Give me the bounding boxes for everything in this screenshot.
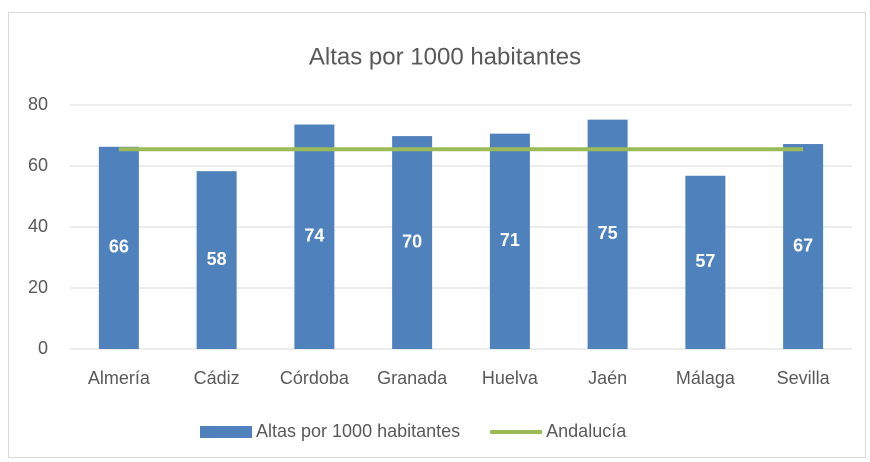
data-label: 71	[500, 230, 520, 250]
x-tick-label: Sevilla	[777, 368, 831, 388]
data-label: 67	[793, 235, 813, 255]
y-tick-label: 40	[28, 216, 48, 236]
x-tick-label: Huelva	[482, 368, 539, 388]
data-label: 57	[695, 251, 715, 271]
data-label: 74	[304, 226, 324, 246]
y-tick-label: 80	[28, 94, 48, 114]
data-label: 70	[402, 231, 422, 251]
y-tick-label: 0	[38, 338, 48, 358]
bar	[294, 124, 335, 350]
x-tick-label: Almería	[88, 368, 151, 388]
bar	[489, 133, 530, 349]
bar	[783, 144, 824, 349]
x-tick-label: Granada	[377, 368, 448, 388]
bar	[196, 171, 237, 349]
legend-label: Altas por 1000 habitantes	[256, 421, 460, 441]
x-tick-label: Cádiz	[194, 368, 240, 388]
x-tick-label: Málaga	[676, 368, 736, 388]
x-tick-label: Córdoba	[280, 368, 350, 388]
data-label: 75	[598, 223, 618, 243]
bar	[587, 119, 628, 349]
x-tick-label: Jaén	[588, 368, 627, 388]
bar	[685, 175, 726, 349]
y-tick-label: 20	[28, 277, 48, 297]
bar	[392, 136, 433, 349]
bar	[98, 146, 139, 349]
legend-label: Andalucía	[546, 421, 627, 441]
y-tick-label: 60	[28, 155, 48, 175]
chart-title: Altas por 1000 habitantes	[309, 43, 581, 70]
data-label: 66	[109, 237, 129, 257]
legend-swatch	[200, 426, 252, 438]
data-label: 58	[207, 249, 227, 269]
